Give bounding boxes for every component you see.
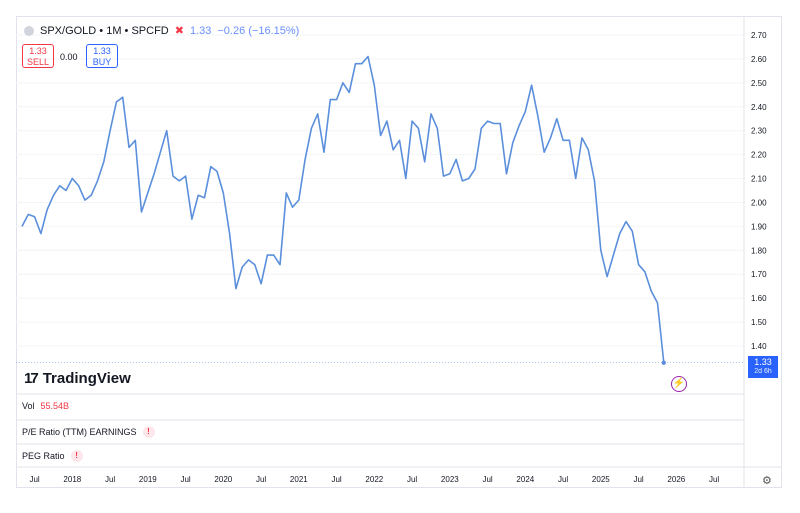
spread-value: 0.00 xyxy=(60,52,78,62)
x-tick-label: Jul xyxy=(558,475,568,484)
series-line xyxy=(21,55,665,363)
peg-pane-label[interactable]: PEG Ratio ! xyxy=(22,450,83,462)
symbol-name: SPX/GOLD • 1M • SPCFD xyxy=(40,24,169,37)
x-tick-label: Jul xyxy=(105,475,115,484)
vol-label: Vol xyxy=(22,401,35,411)
tradingview-icon: 17 xyxy=(24,370,39,387)
x-tick-label: 2026 xyxy=(667,475,685,484)
y-tick-label: 1.40 xyxy=(751,342,767,351)
x-tick-label: 2018 xyxy=(63,475,81,484)
y-tick-label: 2.10 xyxy=(751,175,767,184)
sell-label: SELL xyxy=(26,57,50,67)
warning-icon[interactable]: ! xyxy=(70,450,83,462)
vol-value: 55.54B xyxy=(40,401,70,411)
y-tick-label: 2.40 xyxy=(751,103,767,112)
y-tick-label: 1.90 xyxy=(751,222,767,231)
chart-frame xyxy=(16,16,782,488)
last-point xyxy=(661,360,666,365)
x-tick-label: 2022 xyxy=(365,475,383,484)
x-tick-label: 2020 xyxy=(214,475,232,484)
brand-name: TradingView xyxy=(42,370,131,387)
y-tick-label: 2.00 xyxy=(751,198,767,207)
x-tick-label: Jul xyxy=(633,475,643,484)
y-tick-label: 2.60 xyxy=(751,55,767,64)
pe-pane-label[interactable]: P/E Ratio (TTM) EARNINGS ! xyxy=(22,426,155,438)
buy-button[interactable]: 1.33 BUY xyxy=(86,44,118,68)
pe-label: P/E Ratio (TTM) EARNINGS xyxy=(22,427,137,437)
x-tick-label: Jul xyxy=(709,475,719,484)
price-change: −0.26 (−16.15%) xyxy=(217,24,300,37)
last-price-tag: 1.33 2d 6h xyxy=(748,356,778,378)
y-tick-label: 2.30 xyxy=(751,127,767,136)
x-tick-label: Jul xyxy=(407,475,417,484)
x-tick-label: 2023 xyxy=(441,475,459,484)
y-tick-label: 1.80 xyxy=(751,246,767,255)
x-tick-label: 2025 xyxy=(592,475,610,484)
peg-label: PEG Ratio xyxy=(22,451,65,461)
x-tick-label: Jul xyxy=(29,475,39,484)
close-icon[interactable]: ✖ xyxy=(174,25,184,37)
buy-price: 1.33 xyxy=(93,46,111,56)
y-tick-label: 1.50 xyxy=(751,318,767,327)
price-tag-countdown: 2d 6h xyxy=(754,368,772,375)
y-tick-label: 2.20 xyxy=(751,151,767,160)
y-tick-label: 2.70 xyxy=(751,31,767,40)
x-tick-label: 2021 xyxy=(290,475,308,484)
x-tick-label: 2024 xyxy=(516,475,534,484)
sell-price: 1.33 xyxy=(29,46,47,56)
symbol-header[interactable]: SPX/GOLD • 1M • SPCFD ✖ 1.33 −0.26 (−16.… xyxy=(24,24,299,37)
lightning-icon[interactable]: ⚡ xyxy=(671,376,687,392)
x-tick-label: 2019 xyxy=(139,475,157,484)
y-tick-label: 1.60 xyxy=(751,294,767,303)
y-tick-label: 1.70 xyxy=(751,270,767,279)
gear-icon[interactable]: ⚙ xyxy=(762,475,772,487)
x-tick-label: Jul xyxy=(256,475,266,484)
volume-pane-label[interactable]: Vol 55.54B xyxy=(22,401,69,411)
symbol-logo-icon xyxy=(24,25,34,36)
y-tick-label: 2.50 xyxy=(751,79,767,88)
warning-icon[interactable]: ! xyxy=(142,426,155,438)
sell-button[interactable]: 1.33 SELL xyxy=(22,44,54,68)
tradingview-logo: 17 TradingView xyxy=(24,370,131,387)
price-tag-value: 1.33 xyxy=(754,357,772,367)
x-tick-label: Jul xyxy=(482,475,492,484)
x-tick-label: Jul xyxy=(180,475,190,484)
x-tick-label: Jul xyxy=(331,475,341,484)
buy-label: BUY xyxy=(92,57,112,67)
last-price: 1.33 xyxy=(189,24,212,37)
